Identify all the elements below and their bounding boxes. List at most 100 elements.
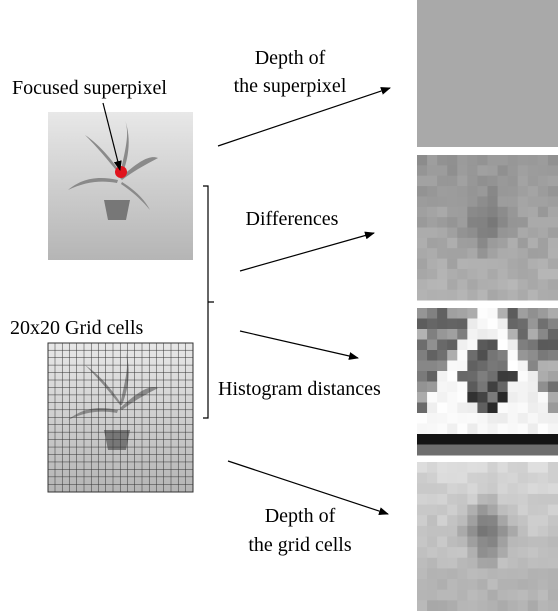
cell xyxy=(417,259,428,270)
cell xyxy=(427,176,438,187)
cell xyxy=(427,259,438,270)
cell xyxy=(457,228,468,239)
cell xyxy=(518,600,529,611)
cell xyxy=(457,176,468,187)
cell xyxy=(467,290,478,301)
cell xyxy=(467,537,478,548)
cell xyxy=(488,590,499,601)
label: 20x20 Grid cells xyxy=(10,317,144,339)
cell xyxy=(467,186,478,197)
cell xyxy=(437,217,448,228)
cell xyxy=(457,290,468,301)
cell xyxy=(488,308,499,319)
cell xyxy=(528,238,539,249)
cell xyxy=(467,494,478,505)
cell xyxy=(437,350,448,361)
cell xyxy=(528,290,539,301)
cell xyxy=(548,403,558,414)
cell xyxy=(427,207,438,218)
cell xyxy=(457,248,468,259)
cell xyxy=(508,165,519,176)
cell xyxy=(477,579,488,590)
label: Focused superpixel xyxy=(12,77,167,99)
cell xyxy=(447,371,458,382)
cell xyxy=(528,228,539,239)
cell xyxy=(498,600,509,611)
cell xyxy=(437,259,448,270)
cell xyxy=(457,473,468,484)
cell xyxy=(427,494,438,505)
cell xyxy=(528,494,539,505)
cell xyxy=(417,462,428,473)
cell xyxy=(457,462,468,473)
cell xyxy=(447,515,458,526)
cell xyxy=(538,403,549,414)
cell xyxy=(447,228,458,239)
cell xyxy=(477,382,488,393)
cell xyxy=(417,308,428,319)
cell xyxy=(447,319,458,330)
cell xyxy=(437,568,448,579)
cell xyxy=(477,228,488,239)
cell xyxy=(477,165,488,176)
cell xyxy=(538,590,549,601)
cell xyxy=(538,340,549,351)
cell xyxy=(528,329,539,340)
cell xyxy=(477,526,488,537)
cell xyxy=(437,228,448,239)
cell xyxy=(498,462,509,473)
cell xyxy=(447,600,458,611)
cell xyxy=(528,207,539,218)
cell xyxy=(477,238,488,249)
cell xyxy=(477,505,488,516)
cell xyxy=(508,196,519,207)
cell xyxy=(447,424,458,435)
cell xyxy=(427,526,438,537)
cell xyxy=(518,228,529,239)
cell xyxy=(518,186,529,197)
cell xyxy=(467,371,478,382)
cell xyxy=(457,403,468,414)
cell xyxy=(477,494,488,505)
cell xyxy=(457,308,468,319)
cell xyxy=(457,279,468,290)
cell xyxy=(548,537,558,548)
page: Focused superpixel Depth of the superpix… xyxy=(0,0,558,611)
cell xyxy=(538,290,549,301)
cell xyxy=(447,176,458,187)
cell xyxy=(488,434,499,445)
cell xyxy=(437,547,448,558)
cell xyxy=(548,176,558,187)
cell xyxy=(417,176,428,187)
cell xyxy=(498,526,509,537)
cell xyxy=(427,329,438,340)
cell xyxy=(447,165,458,176)
cell xyxy=(467,413,478,424)
grid-depth-panel xyxy=(417,462,558,611)
cell xyxy=(518,319,529,330)
cell xyxy=(528,176,539,187)
cell xyxy=(538,579,549,590)
cell xyxy=(437,207,448,218)
cell xyxy=(457,526,468,537)
cell xyxy=(427,434,438,445)
cell xyxy=(518,483,529,494)
cell xyxy=(498,186,509,197)
cell xyxy=(457,413,468,424)
cell xyxy=(498,558,509,569)
cell xyxy=(538,371,549,382)
cell xyxy=(467,403,478,414)
cell xyxy=(427,319,438,330)
cell xyxy=(417,207,428,218)
cell xyxy=(447,537,458,548)
cell xyxy=(498,424,509,435)
cell xyxy=(417,424,428,435)
cell xyxy=(447,308,458,319)
cell xyxy=(437,515,448,526)
cell xyxy=(538,279,549,290)
cell xyxy=(457,319,468,330)
cell xyxy=(447,259,458,270)
cell xyxy=(528,526,539,537)
cell xyxy=(518,308,529,319)
cell xyxy=(477,176,488,187)
